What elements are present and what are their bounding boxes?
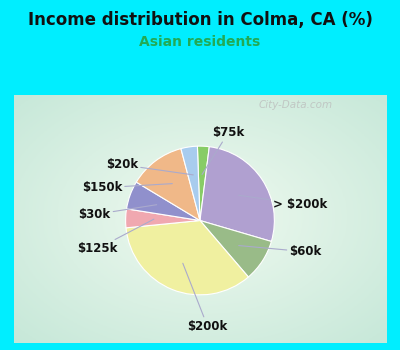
Wedge shape: [126, 209, 200, 228]
Wedge shape: [181, 146, 200, 220]
Text: Income distribution in Colma, CA (%): Income distribution in Colma, CA (%): [28, 10, 372, 28]
Wedge shape: [198, 146, 209, 220]
Wedge shape: [200, 147, 274, 242]
Text: $125k: $125k: [77, 219, 154, 255]
Wedge shape: [136, 149, 200, 220]
Text: $200k: $200k: [183, 263, 228, 332]
Text: $30k: $30k: [78, 205, 157, 221]
Text: > $200k: > $200k: [238, 195, 328, 211]
Text: Asian residents: Asian residents: [139, 35, 261, 49]
Wedge shape: [126, 220, 248, 295]
Text: $150k: $150k: [82, 181, 172, 194]
Text: $75k: $75k: [202, 126, 244, 174]
Text: City-Data.com: City-Data.com: [259, 100, 333, 110]
Text: $20k: $20k: [106, 158, 193, 175]
Wedge shape: [126, 182, 200, 220]
Text: $60k: $60k: [239, 245, 322, 258]
Wedge shape: [200, 220, 271, 277]
